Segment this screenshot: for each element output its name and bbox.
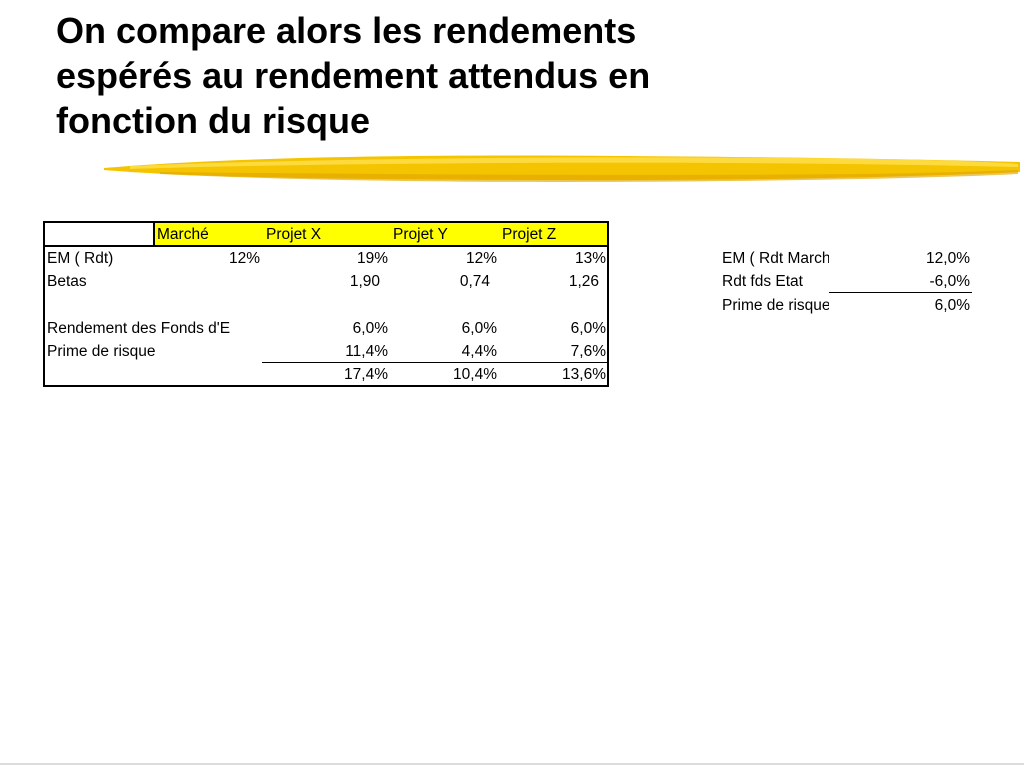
table-cell: 10,4% xyxy=(453,366,497,383)
side-sum-underline xyxy=(829,292,972,294)
side-row-label: Rdt fds Etat xyxy=(722,273,803,290)
column-header: Projet Z xyxy=(502,226,557,243)
footer-divider xyxy=(0,763,1024,765)
table-cell: 12% xyxy=(228,250,260,267)
title-line: espérés au rendement attendus en xyxy=(56,55,651,96)
table-header-highlight xyxy=(153,222,608,245)
side-row-value: -6,0% xyxy=(929,273,971,290)
table-cell: 13% xyxy=(574,250,606,267)
table-cell: 13,6% xyxy=(562,366,606,383)
table-border-right xyxy=(607,221,609,387)
column-header: Projet Y xyxy=(393,226,448,243)
table-border-bottom xyxy=(43,385,609,387)
title-line: fonction du risque xyxy=(56,100,370,141)
table-cell: 1,26 xyxy=(568,273,599,290)
row-label: Betas xyxy=(47,273,87,290)
table-border-left xyxy=(43,221,45,387)
table-cell: 17,4% xyxy=(344,366,388,383)
highlighter-stroke-decoration xyxy=(104,155,1020,182)
table-cell: 4,4% xyxy=(461,343,497,360)
title-line: On compare alors les rendements xyxy=(56,10,637,51)
sum-underline xyxy=(262,362,608,364)
table-cell: 1,90 xyxy=(349,273,380,290)
side-row-value: 12,0% xyxy=(926,250,970,267)
table-border-top xyxy=(43,221,609,223)
table-cell: 0,74 xyxy=(459,273,490,290)
side-row-label: EM ( Rdt Marché) xyxy=(722,250,829,267)
table-cell: 11,4% xyxy=(345,343,388,360)
table-header-border-bottom xyxy=(43,245,609,247)
column-header: Marché xyxy=(157,226,209,243)
row-label: Rendement des Fonds d'E xyxy=(47,320,231,337)
table-cell: 6,0% xyxy=(352,320,388,337)
row-label: EM ( Rdt) xyxy=(47,250,114,267)
column-header: Projet X xyxy=(266,226,322,243)
table-cell: 7,6% xyxy=(570,343,606,360)
slide-title: On compare alors les rendements espérés … xyxy=(56,8,956,143)
table-cell: 12% xyxy=(465,250,497,267)
side-row-value: 6,0% xyxy=(934,297,970,314)
side-row-label: Prime de risque xyxy=(722,297,829,314)
table-cell: 6,0% xyxy=(570,320,606,337)
row-label: Prime de risque xyxy=(47,343,156,360)
table-header-divider xyxy=(153,221,155,246)
table-cell: 6,0% xyxy=(461,320,497,337)
table-cell: 19% xyxy=(356,250,388,267)
